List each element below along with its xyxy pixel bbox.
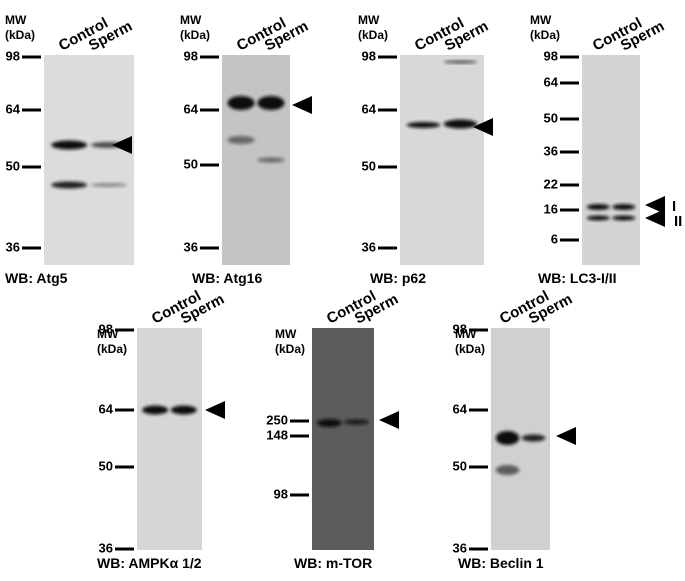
band [316, 419, 342, 427]
caption: WB: Beclin 1 [458, 555, 544, 571]
kda-label: (kDa) [530, 28, 560, 42]
marker-label: 36 [362, 239, 376, 254]
mw-label: MW [275, 327, 297, 341]
band [586, 215, 610, 221]
band [521, 434, 546, 442]
band [51, 140, 88, 150]
kda-label: (kDa) [5, 28, 35, 42]
mw-label: MW [530, 13, 552, 27]
arrow-label: I [672, 198, 676, 215]
blot [44, 55, 134, 265]
arrowhead [379, 411, 399, 429]
marker-label: 50 [6, 158, 20, 173]
band [227, 96, 255, 110]
band [443, 119, 478, 129]
blot [400, 55, 484, 265]
marker-label: 22 [544, 176, 558, 191]
band [344, 419, 370, 425]
band [612, 215, 636, 221]
blot [137, 328, 202, 550]
mw-label: MW [180, 13, 202, 27]
caption: WB: p62 [370, 270, 426, 286]
caption: WB: LC3-I/II [538, 270, 617, 286]
marker-label: 16 [544, 201, 558, 216]
band [443, 60, 478, 64]
band [142, 405, 169, 415]
band [227, 136, 255, 144]
marker-label: 98 [453, 321, 467, 336]
kda-label: (kDa) [97, 342, 127, 356]
marker-label: 64 [184, 101, 199, 116]
marker-label: 50 [99, 458, 113, 473]
marker-label: 64 [99, 401, 114, 416]
marker-label: 36 [99, 540, 113, 555]
caption: WB: Atg16 [192, 270, 262, 286]
kda-label: (kDa) [455, 342, 485, 356]
marker-label: 98 [99, 321, 113, 336]
arrowhead [205, 401, 225, 419]
band [257, 157, 285, 163]
band [51, 181, 88, 189]
mw-label: MW [5, 13, 27, 27]
marker-label: 36 [184, 239, 198, 254]
kda-label: (kDa) [275, 342, 305, 356]
kda-label: (kDa) [358, 28, 388, 42]
arrowhead [645, 209, 665, 227]
marker-label: 98 [362, 48, 376, 63]
band [406, 122, 441, 128]
marker-label: 50 [184, 156, 198, 171]
band [170, 405, 197, 415]
blot [312, 328, 374, 550]
kda-label: (kDa) [180, 28, 210, 42]
marker-label: 64 [6, 101, 21, 116]
marker-label: 6 [551, 231, 558, 246]
band [612, 204, 636, 210]
marker-label: 98 [184, 48, 198, 63]
marker-label: 36 [6, 239, 20, 254]
arrowhead [556, 427, 576, 445]
band [90, 183, 127, 187]
marker-label: 64 [362, 101, 377, 116]
marker-label: 50 [453, 458, 467, 473]
marker-label: 36 [544, 143, 558, 158]
blot [582, 55, 640, 265]
caption: WB: AMPKα 1/2 [97, 555, 202, 571]
marker-label: 98 [544, 48, 558, 63]
arrowhead [112, 136, 132, 154]
band [257, 96, 285, 110]
marker-label: 50 [544, 110, 558, 125]
marker-label: 36 [453, 540, 467, 555]
mw-label: MW [358, 13, 380, 27]
marker-label: 64 [544, 74, 559, 89]
marker-label: 98 [6, 48, 20, 63]
marker-label: 250 [266, 412, 288, 427]
marker-label: 50 [362, 158, 376, 173]
arrowhead [292, 96, 312, 114]
arrowhead [473, 118, 493, 136]
caption: WB: Atg5 [5, 270, 68, 286]
band [495, 465, 520, 475]
marker-label: 148 [266, 427, 288, 442]
band [586, 204, 610, 210]
arrowhead [645, 196, 665, 214]
mw-label: MW [97, 327, 119, 341]
marker-label: 98 [274, 486, 288, 501]
caption: WB: m-TOR [294, 555, 372, 571]
marker-label: 64 [453, 401, 468, 416]
arrow-label: II [674, 213, 682, 230]
band [495, 431, 520, 445]
